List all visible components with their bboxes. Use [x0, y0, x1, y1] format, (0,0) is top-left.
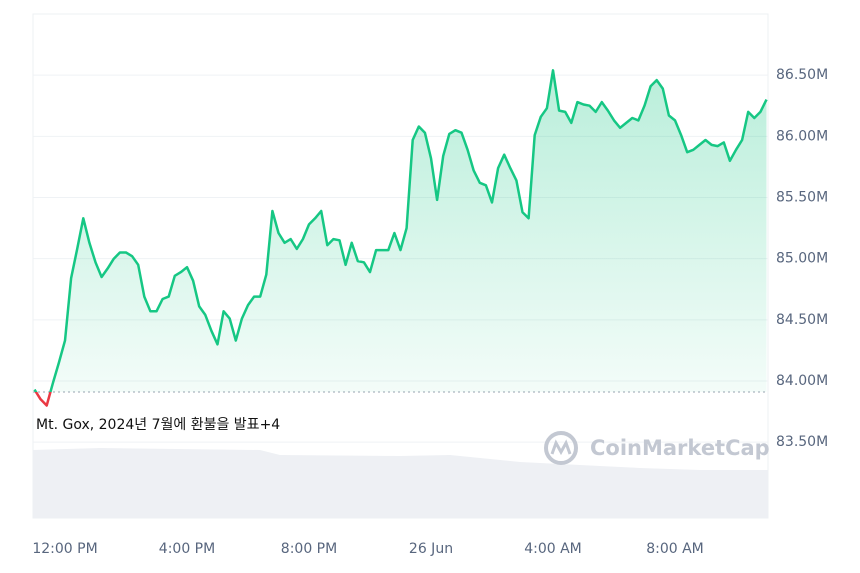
- y-tick-label: 84.50M: [776, 312, 828, 328]
- area-fill: [34, 70, 767, 392]
- y-tick-label: 83.50M: [776, 434, 828, 450]
- x-tick-label: 8:00 PM: [281, 541, 337, 557]
- annotation: Mt. Gox, 2024년 7월에 환불을 발표+4: [36, 417, 280, 433]
- y-tick-label: 85.50M: [776, 189, 828, 205]
- y-tick-label: 85.00M: [776, 251, 828, 267]
- x-tick-label: 12:00 PM: [32, 541, 97, 557]
- y-tick-label: 84.00M: [776, 373, 828, 389]
- x-tick-label: 26 Jun: [409, 541, 453, 557]
- watermark: CoinMarketCap: [590, 436, 770, 460]
- watermark-logo: [544, 431, 578, 465]
- y-tick-label: 86.50M: [776, 67, 828, 83]
- volume-area: [33, 448, 768, 518]
- line-above: [33, 69, 768, 392]
- y-tick-label: 86.00M: [776, 128, 828, 144]
- x-tick-label: 4:00 AM: [524, 541, 582, 557]
- x-tick-label: 4:00 PM: [159, 541, 215, 557]
- x-tick-label: 8:00 AM: [646, 541, 704, 557]
